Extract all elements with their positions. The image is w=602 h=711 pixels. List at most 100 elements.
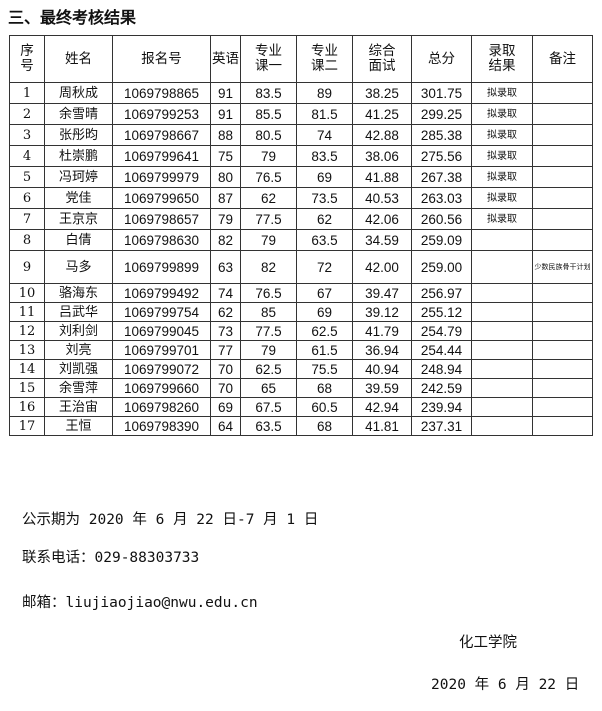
- cell-reg-no: 1069799979: [112, 166, 211, 188]
- column-header: 姓名: [44, 35, 113, 83]
- cell-major2: 81.5: [296, 103, 353, 125]
- cell-index: 9: [9, 250, 45, 284]
- cell-interview: 40.94: [352, 359, 412, 379]
- cell-major1: 62.5: [240, 359, 297, 379]
- cell-index: 17: [9, 416, 45, 436]
- cell-total: 248.94: [411, 359, 472, 379]
- table-row: 17 王恒 1069798390 64 63.5 68 41.81 237.31: [9, 416, 593, 436]
- cell-english: 88: [210, 124, 241, 146]
- cell-result: [471, 340, 533, 360]
- cell-reg-no: 1069799072: [112, 359, 211, 379]
- cell-major2: 62: [296, 208, 353, 230]
- cell-name: 余雪晴: [44, 103, 113, 125]
- cell-major1: 82: [240, 250, 297, 284]
- cell-name: 冯珂婷: [44, 166, 113, 188]
- cell-note: [532, 302, 593, 322]
- cell-total: 267.38: [411, 166, 472, 188]
- cell-index: 10: [9, 283, 45, 303]
- table-row: 3 张彤昀 1069798667 88 80.5 74 42.88 285.38 拟录取: [9, 124, 593, 146]
- table-row: 10 骆海东 1069799492 74 76.5 67 39.47 256.97: [9, 283, 593, 303]
- cell-major2: 67: [296, 283, 353, 303]
- cell-index: 8: [9, 229, 45, 251]
- table-row: 1 周秋成 1069798865 91 83.5 89 38.25 301.75 拟录取: [9, 82, 593, 104]
- cell-english: 91: [210, 103, 241, 125]
- table-row: 12 刘利剑 1069799045 73 77.5 62.5 41.79 254.79: [9, 321, 593, 341]
- cell-index: 4: [9, 145, 45, 167]
- cell-major2: 69: [296, 302, 353, 322]
- contact-phone: 联系电话：029-88303733: [22, 550, 200, 566]
- cell-result: [471, 229, 533, 251]
- cell-name: 周秋成: [44, 82, 113, 104]
- cell-english: 73: [210, 321, 241, 341]
- cell-index: 14: [9, 359, 45, 379]
- column-header: 报名号: [112, 35, 211, 83]
- cell-major1: 85.5: [240, 103, 297, 125]
- cell-index: 5: [9, 166, 45, 188]
- cell-english: 82: [210, 229, 241, 251]
- cell-major1: 63.5: [240, 416, 297, 436]
- cell-index: 12: [9, 321, 45, 341]
- cell-note: [532, 321, 593, 341]
- cell-interview: 42.94: [352, 397, 412, 417]
- cell-major2: 72: [296, 250, 353, 284]
- column-header: 综合面试: [352, 35, 412, 83]
- cell-result: 拟录取: [471, 145, 533, 167]
- column-header: 英语: [210, 35, 241, 83]
- cell-interview: 41.25: [352, 103, 412, 125]
- cell-name: 王治宙: [44, 397, 113, 417]
- cell-major1: 62: [240, 187, 297, 209]
- cell-interview: 41.79: [352, 321, 412, 341]
- table-row: 14 刘凯强 1069799072 70 62.5 75.5 40.94 248.94: [9, 359, 593, 379]
- cell-major1: 79: [240, 229, 297, 251]
- cell-note: [532, 359, 593, 379]
- cell-reg-no: 1069798260: [112, 397, 211, 417]
- cell-name: 骆海东: [44, 283, 113, 303]
- cell-note: [532, 229, 593, 251]
- cell-total: 242.59: [411, 378, 472, 398]
- cell-interview: 42.88: [352, 124, 412, 146]
- cell-english: 62: [210, 302, 241, 322]
- cell-result: [471, 250, 533, 284]
- cell-note: [532, 103, 593, 125]
- cell-note: [532, 378, 593, 398]
- signature-date: 2020 年 6 月 22 日: [431, 677, 580, 693]
- cell-name: 余雪萍: [44, 378, 113, 398]
- cell-major1: 79: [240, 340, 297, 360]
- cell-major2: 74: [296, 124, 353, 146]
- cell-note: [532, 145, 593, 167]
- cell-major1: 85: [240, 302, 297, 322]
- cell-major2: 63.5: [296, 229, 353, 251]
- cell-note: [532, 166, 593, 188]
- table-row: 4 杜崇鹏 1069799641 75 79 83.5 38.06 275.56 拟录取: [9, 145, 593, 167]
- column-header: 录取结果: [471, 35, 533, 83]
- cell-total: 259.00: [411, 250, 472, 284]
- cell-reg-no: 1069799899: [112, 250, 211, 284]
- cell-interview: 39.12: [352, 302, 412, 322]
- cell-reg-no: 1069798865: [112, 82, 211, 104]
- cell-index: 1: [9, 82, 45, 104]
- cell-interview: 34.59: [352, 229, 412, 251]
- cell-total: 254.44: [411, 340, 472, 360]
- cell-english: 79: [210, 208, 241, 230]
- section-title: 三、最终考核结果: [8, 8, 137, 27]
- cell-result: 拟录取: [471, 166, 533, 188]
- cell-reg-no: 1069799641: [112, 145, 211, 167]
- cell-name: 王恒: [44, 416, 113, 436]
- cell-note: [532, 397, 593, 417]
- cell-total: 285.38: [411, 124, 472, 146]
- cell-result: 拟录取: [471, 208, 533, 230]
- cell-interview: 39.47: [352, 283, 412, 303]
- cell-result: 拟录取: [471, 124, 533, 146]
- cell-result: [471, 302, 533, 322]
- cell-result: [471, 283, 533, 303]
- cell-total: 255.12: [411, 302, 472, 322]
- cell-reg-no: 1069798657: [112, 208, 211, 230]
- cell-major1: 79: [240, 145, 297, 167]
- cell-interview: 42.06: [352, 208, 412, 230]
- table-row: 8 白倩 1069798630 82 79 63.5 34.59 259.09: [9, 229, 593, 251]
- cell-major1: 77.5: [240, 321, 297, 341]
- table-row: 16 王治宙 1069798260 69 67.5 60.5 42.94 239.94: [9, 397, 593, 417]
- results-table: 序号 姓名 报名号 英语 专业课一 专业课二 综合面试 总分 录取结果 备注 1 周秋成 106979…: [9, 35, 593, 436]
- table-row: 7 王京京 1069798657 79 77.5 62 42.06 260.56 拟录取: [9, 208, 593, 230]
- cell-major1: 76.5: [240, 283, 297, 303]
